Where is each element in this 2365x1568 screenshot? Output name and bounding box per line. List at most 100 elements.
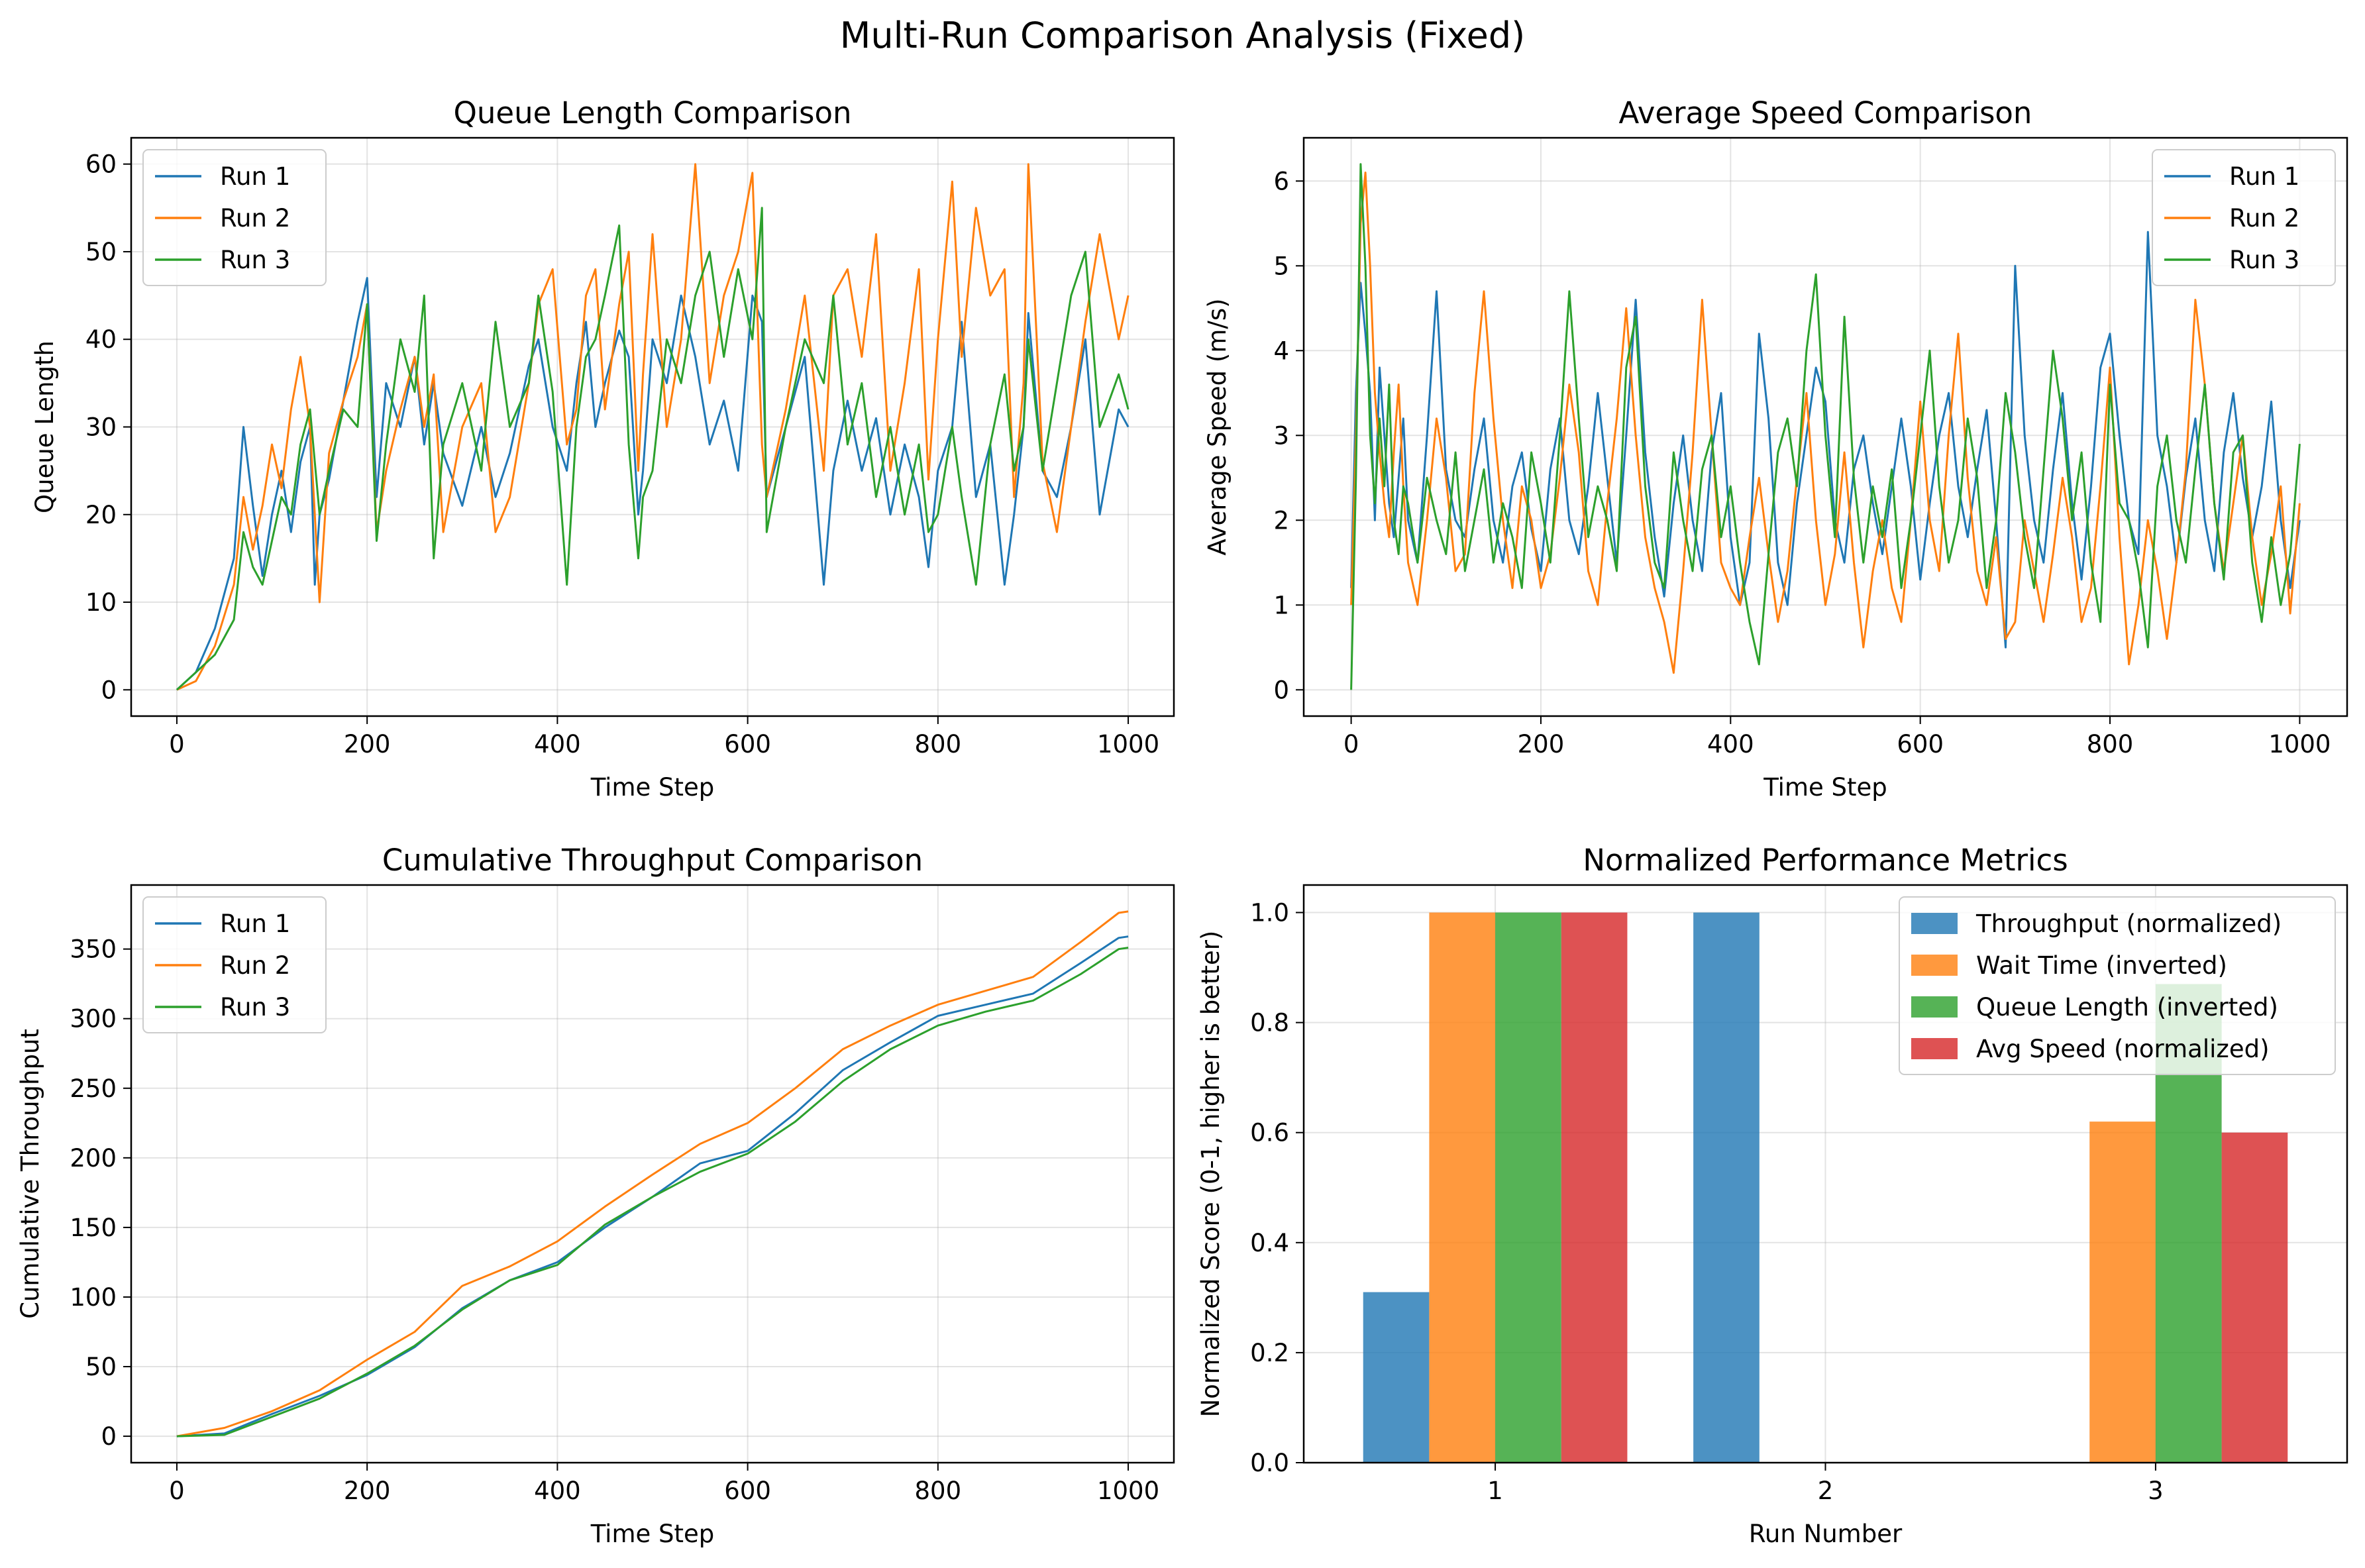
- x-axis-label: Time Step: [1763, 773, 1887, 802]
- bar-throughput-run-2: [1693, 912, 1760, 1463]
- axes-frame: [1302, 884, 2348, 1464]
- y-tick-label: 0.4: [1250, 1229, 1289, 1257]
- y-tick-label: 20: [85, 501, 117, 529]
- x-tick-label: 1: [1487, 1477, 1503, 1505]
- y-axis-label: Queue Length: [30, 340, 59, 513]
- x-tick-label: 400: [534, 1477, 581, 1505]
- y-axis-label: Average Speed (m/s): [1203, 298, 1232, 555]
- y-tick-label: 6: [1273, 167, 1289, 195]
- x-axis-label: Run Number: [1749, 1520, 1903, 1548]
- axes-title: Queue Length Comparison: [453, 95, 851, 131]
- axes-title: Average Speed Comparison: [1619, 95, 2032, 131]
- x-tick-label: 0: [1343, 730, 1359, 758]
- y-tick-label: 300: [70, 1005, 117, 1033]
- x-tick-label: 800: [915, 1477, 962, 1505]
- y-tick-label: 350: [70, 935, 117, 964]
- y-tick-label: 150: [70, 1214, 117, 1242]
- legend-box: [2152, 149, 2336, 286]
- y-tick-label: 4: [1273, 337, 1289, 365]
- legend-swatch: [1911, 955, 1958, 976]
- legend-entry: Throughput (normalized): [1975, 910, 2282, 938]
- legend-entry: Run 3: [220, 993, 290, 1021]
- y-tick-label: 0.2: [1250, 1339, 1289, 1367]
- axes-frame: [1302, 136, 2348, 717]
- y-tick-label: 50: [85, 1353, 117, 1381]
- legend: Run 1 Run 2 Run 3: [142, 896, 327, 1033]
- x-tick-label: 400: [1707, 730, 1754, 758]
- x-tick-label: 3: [2148, 1477, 2164, 1505]
- series-line-run-3: [176, 207, 1130, 691]
- legend: Throughput (normalized) Wait Time (invert…: [1899, 896, 2336, 1075]
- legend-box: [1899, 896, 2336, 1075]
- axes-frame: [130, 136, 1175, 717]
- legend-entry: Run 1: [220, 162, 290, 191]
- bar-wait-run-3: [2089, 1122, 2156, 1463]
- series-line-run-2: [176, 163, 1130, 691]
- x-axis-label: Time Step: [590, 1520, 715, 1548]
- y-tick-label: 0.8: [1250, 1009, 1289, 1037]
- y-axis-label: Normalized Score (0-1, higher is better): [1196, 931, 1225, 1418]
- bar-queue-run-1: [1495, 912, 1561, 1463]
- axes-title: Normalized Performance Metrics: [1583, 843, 2068, 878]
- y-tick-label: 1: [1273, 591, 1289, 619]
- figure-suptitle: Multi-Run Comparison Analysis (Fixed): [840, 15, 1525, 56]
- x-axis-label: Time Step: [590, 773, 715, 802]
- y-tick-label: 0.0: [1250, 1449, 1289, 1477]
- series-line-run-3: [176, 947, 1129, 1437]
- y-tick-label: 0: [101, 676, 117, 704]
- y-tick-label: 60: [85, 150, 117, 179]
- x-tick-label: 600: [724, 1477, 771, 1505]
- x-tick-label: 400: [534, 730, 581, 758]
- y-tick-label: 0: [101, 1422, 117, 1451]
- axes-frame: [130, 884, 1175, 1464]
- y-tick-label: 1.0: [1250, 899, 1289, 927]
- bar-avg-run-3: [2221, 1132, 2288, 1463]
- bar-throughput-run-1: [1363, 1292, 1430, 1463]
- y-tick-label: 2: [1273, 506, 1289, 535]
- legend-entry: Avg Speed (normalized): [1976, 1035, 2270, 1063]
- subplot-queue: 0 200 400 600 800 1000 0 10 20 30 40 50 60 Queue Leng…: [30, 95, 1175, 802]
- y-tick-label: 0: [1273, 676, 1289, 704]
- x-tick-label: 0: [169, 730, 185, 758]
- legend-entry: Run 2: [220, 951, 290, 980]
- legend-swatch: [1911, 913, 1958, 934]
- y-tick-label: 50: [85, 238, 117, 266]
- y-tick-label: 3: [1273, 421, 1289, 450]
- legend-entry: Run 1: [220, 910, 290, 938]
- legend-box: [142, 149, 327, 286]
- legend-entry: Run 3: [2229, 246, 2299, 274]
- x-tick-label: 800: [915, 730, 962, 758]
- legend-entry: Wait Time (inverted): [1976, 951, 2227, 980]
- x-tick-label: 200: [1518, 730, 1565, 758]
- legend-swatch: [1911, 1038, 1958, 1059]
- x-tick-label: 200: [344, 730, 391, 758]
- y-tick-label: 10: [85, 588, 117, 617]
- axes-title: Cumulative Throughput Comparison: [382, 843, 923, 878]
- y-tick-label: 30: [85, 413, 117, 442]
- legend-entry: Run 3: [220, 246, 290, 274]
- subplot-metrics: 0.0 0.2 0.4 0.6 0.8 1.0 1 2 3 Normalized Performa…: [1196, 843, 2348, 1548]
- x-tick-label: 600: [1897, 730, 1944, 758]
- x-tick-label: 600: [724, 730, 771, 758]
- y-tick-label: 200: [70, 1144, 117, 1173]
- x-tick-label: 800: [2087, 730, 2134, 758]
- x-tick-label: 2: [1818, 1477, 1834, 1505]
- legend: Run 1 Run 2 Run 3: [2152, 149, 2336, 286]
- y-tick-label: 5: [1273, 252, 1289, 280]
- series-line-run-3: [1350, 163, 2301, 690]
- x-tick-label: 200: [344, 1477, 391, 1505]
- x-tick-label: 1000: [1097, 1477, 1159, 1505]
- y-tick-label: 100: [70, 1283, 117, 1312]
- y-tick-label: 0.6: [1250, 1119, 1289, 1147]
- x-tick-label: 0: [169, 1477, 185, 1505]
- y-axis-label: Cumulative Throughput: [16, 1029, 44, 1319]
- legend: Run 1 Run 2 Run 3: [142, 149, 327, 286]
- x-tick-label: 1000: [1097, 730, 1159, 758]
- legend-entry: Run 1: [2229, 162, 2299, 191]
- legend-swatch: [1911, 996, 1958, 1018]
- y-tick-label: 40: [85, 325, 117, 354]
- legend-entry: Queue Length (inverted): [1976, 993, 2278, 1021]
